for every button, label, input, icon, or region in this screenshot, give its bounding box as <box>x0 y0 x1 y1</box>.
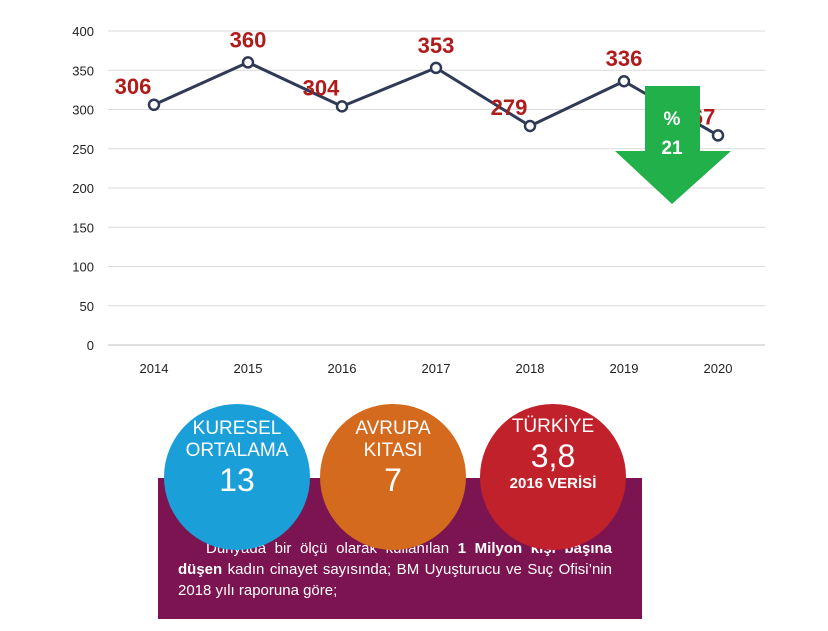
data-point <box>617 74 631 88</box>
data-point <box>429 61 443 75</box>
data-point <box>711 129 725 142</box>
y-axis-ticks: 0 50 100 150 200 250 300 350 400 <box>72 24 94 353</box>
stat-value: 3,8 <box>530 438 576 474</box>
x-tick-label: 2015 <box>234 361 263 376</box>
y-tick-label: 300 <box>72 103 94 118</box>
decrease-arrow: % 21 <box>615 86 731 204</box>
arrow-percent-value: 21 <box>661 138 683 159</box>
stat-circle-global: KURESEL ORTALAMA 13 <box>164 404 310 550</box>
y-tick-label: 200 <box>72 181 94 196</box>
info-text-part2: kadın cinayet sayısında; BM Uyuşturucu v… <box>178 561 612 599</box>
data-label: 304 <box>303 75 340 100</box>
x-axis-ticks: 2014 2015 2016 2017 2018 2019 2020 <box>140 361 733 376</box>
y-tick-label: 400 <box>72 24 94 39</box>
stat-label: ORTALAMA <box>185 440 289 461</box>
stat-circle-turkey: TÜRKİYE 3,8 2016 VERİSİ <box>480 404 626 550</box>
data-label: 353 <box>418 33 455 58</box>
stat-value: 13 <box>219 462 255 498</box>
stat-label: AVRUPA <box>355 418 431 439</box>
y-tick-label: 100 <box>72 260 94 275</box>
stat-circle-europe: AVRUPA KITASI 7 <box>320 404 466 550</box>
data-label: 279 <box>491 95 528 120</box>
grid-lines <box>108 30 765 346</box>
data-label: 360 <box>230 27 267 52</box>
data-point <box>147 98 161 112</box>
data-label: 306 <box>115 74 152 99</box>
data-point <box>241 56 255 69</box>
stat-label: KITASI <box>363 440 423 461</box>
x-tick-label: 2014 <box>140 361 169 376</box>
x-tick-label: 2018 <box>516 361 545 376</box>
x-tick-label: 2020 <box>704 361 733 376</box>
stat-label: TÜRKİYE <box>511 416 595 437</box>
x-tick-label: 2019 <box>610 361 639 376</box>
x-tick-label: 2017 <box>422 361 451 376</box>
data-point <box>523 119 537 133</box>
y-tick-label: 50 <box>80 299 94 314</box>
arrow-percent-sign: % <box>664 109 681 130</box>
data-label: 336 <box>606 46 643 71</box>
data-points <box>147 56 725 142</box>
stat-subtitle: 2016 VERİSİ <box>509 475 597 492</box>
stat-label: KURESEL <box>192 418 282 439</box>
y-tick-label: 0 <box>87 338 94 353</box>
x-tick-label: 2016 <box>328 361 357 376</box>
stat-value: 7 <box>384 462 402 498</box>
data-point <box>335 100 349 113</box>
y-tick-label: 350 <box>72 63 94 78</box>
y-tick-label: 150 <box>72 220 94 235</box>
y-tick-label: 250 <box>72 142 94 157</box>
down-arrow-icon <box>615 86 731 204</box>
